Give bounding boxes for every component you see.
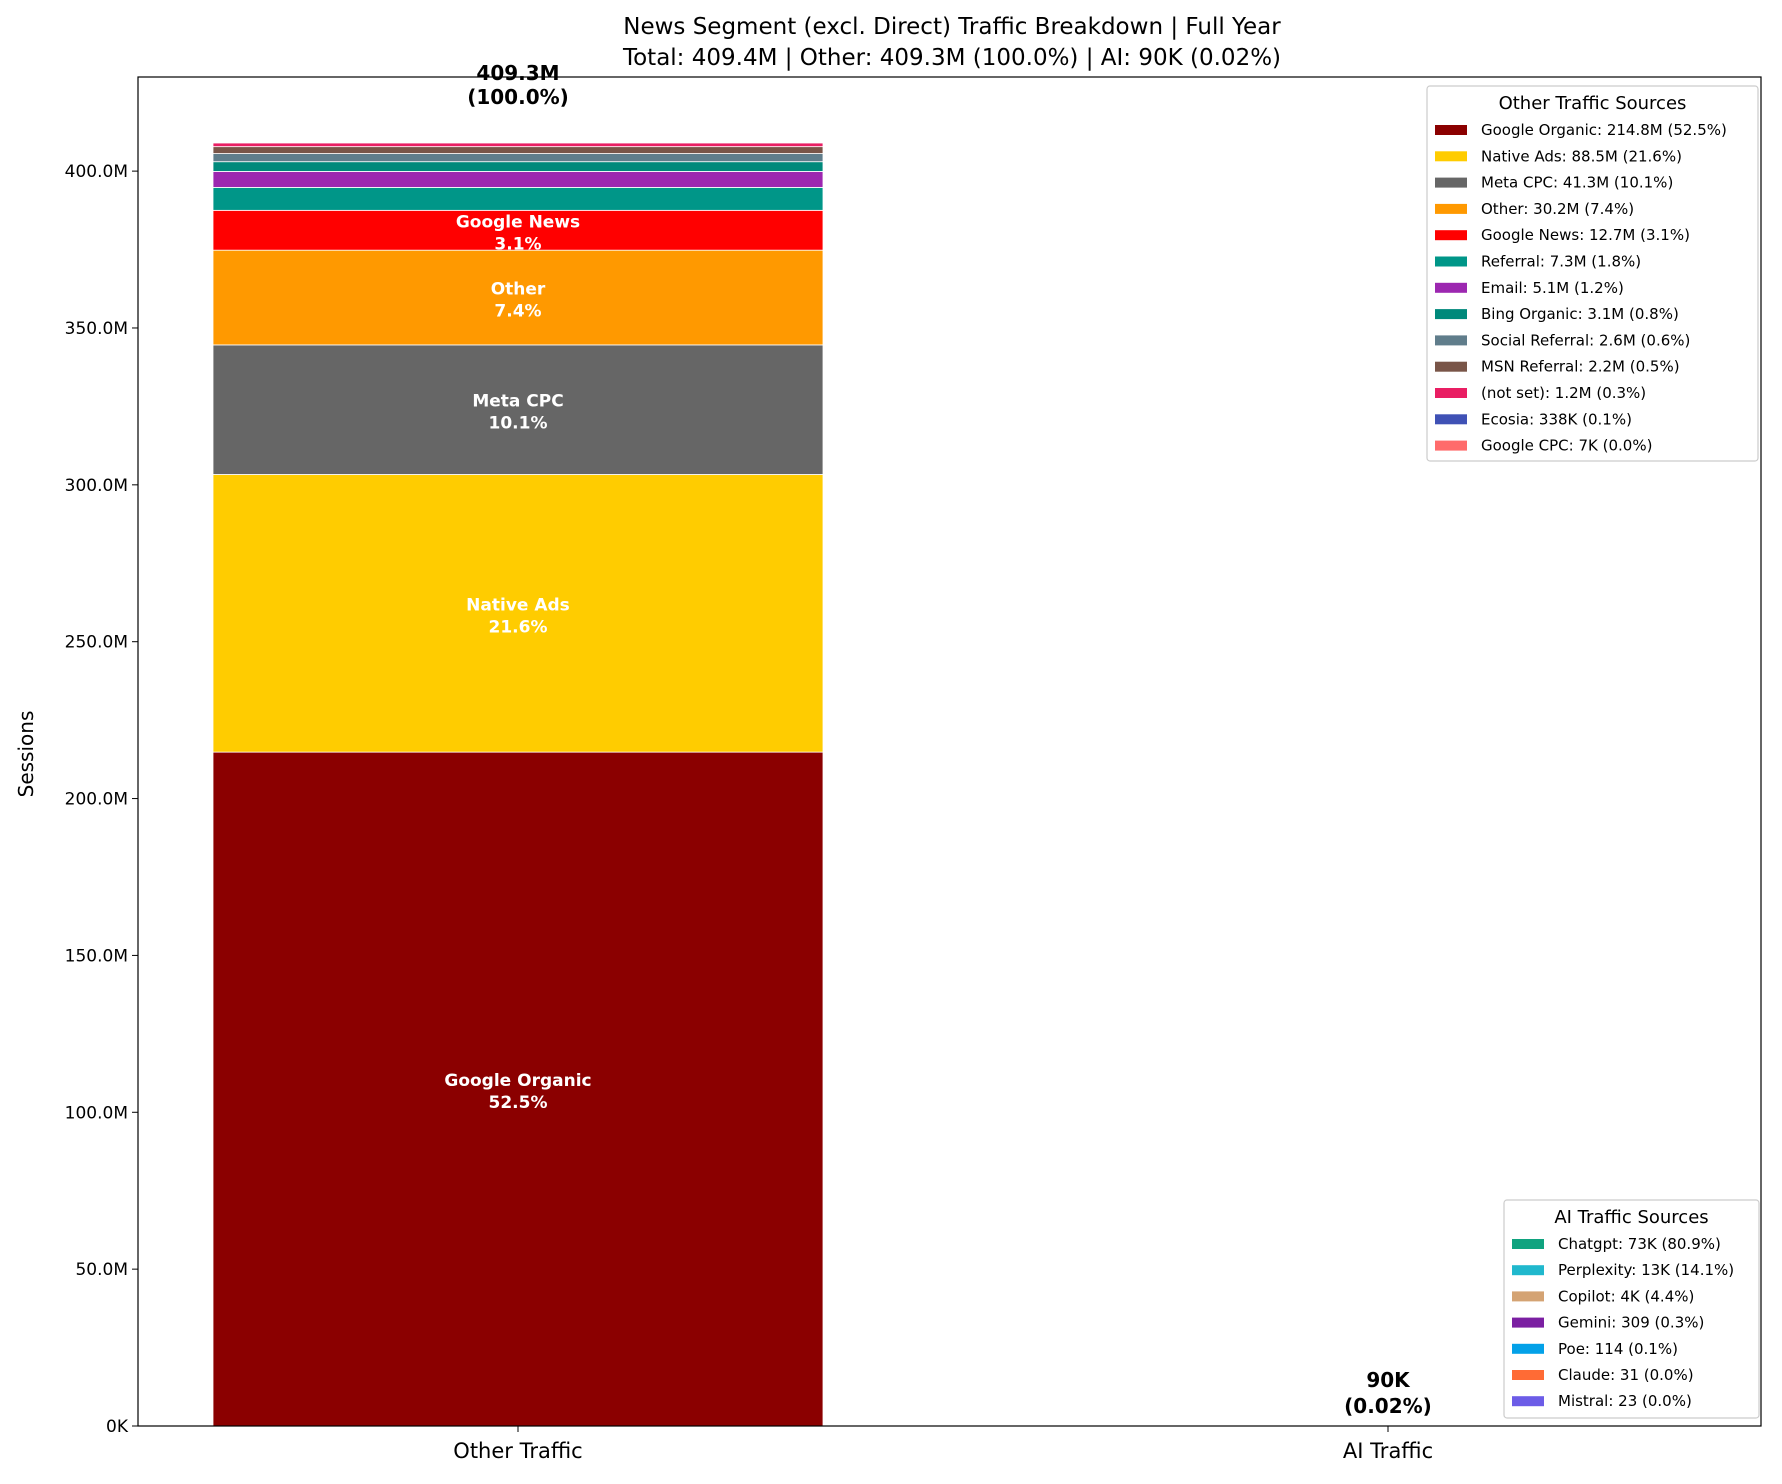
x-tick-label: AI Traffic	[1343, 1439, 1433, 1463]
y-tick-label: 0K	[106, 1417, 129, 1437]
segment-pct-label: 3.1%	[494, 234, 541, 254]
bar-segment-msn-referral	[213, 147, 823, 154]
legend-entry: Perplexity: 13K (14.1%)	[1558, 1261, 1734, 1279]
legend-swatch	[1512, 1291, 1544, 1301]
total-pct-label: (100.0%)	[467, 85, 569, 109]
legend-swatch	[1435, 204, 1467, 214]
legend-swatch	[1435, 362, 1467, 372]
legend-entry: Referral: 7.3M (1.8%)	[1481, 253, 1641, 271]
y-tick-label: 50.0M	[75, 1260, 128, 1280]
chart-subtitle: Total: 409.4M | Other: 409.3M (100.0%) |…	[622, 45, 1281, 71]
legend-entry: Poe: 114 (0.1%)	[1558, 1340, 1678, 1358]
segment-label: Native Ads	[466, 595, 570, 615]
y-tick-label: 300.0M	[65, 476, 128, 496]
legend-swatch	[1435, 414, 1467, 424]
legend-title: AI Traffic Sources	[1554, 1207, 1708, 1228]
legend-swatch	[1435, 257, 1467, 267]
legend-title: Other Traffic Sources	[1499, 93, 1687, 114]
legend-entry: Meta CPC: 41.3M (10.1%)	[1481, 174, 1673, 192]
bar-segment-referral	[213, 187, 823, 210]
legend-entry: MSN Referral: 2.2M (0.5%)	[1481, 358, 1680, 376]
bar-segment-bing-organic	[213, 162, 823, 172]
legend-box	[1504, 1200, 1759, 1418]
bar-segment-email	[213, 171, 823, 187]
legend-swatch	[1512, 1265, 1544, 1275]
legend-swatch	[1435, 283, 1467, 293]
legend-swatch	[1512, 1344, 1544, 1354]
legend-swatch	[1435, 151, 1467, 161]
legend-entry: Google CPC: 7K (0.0%)	[1481, 437, 1652, 455]
legend-other-traffic: Other Traffic Sources Google Organic: 214…	[1427, 86, 1758, 461]
legend-entry: Other: 30.2M (7.4%)	[1481, 200, 1634, 218]
segment-pct-label: 10.1%	[489, 414, 548, 434]
total-label: 90K	[1366, 1368, 1411, 1392]
legend-swatch	[1435, 335, 1467, 345]
legend-swatch	[1435, 125, 1467, 135]
segment-label: Meta CPC	[472, 392, 563, 412]
legend-entry: Email: 5.1M (1.2%)	[1481, 279, 1624, 297]
legend-entry: Google News: 12.7M (3.1%)	[1481, 226, 1690, 244]
segment-label: Google Organic	[444, 1071, 591, 1091]
legend-swatch	[1512, 1370, 1544, 1380]
y-axis-label: Sessions	[14, 711, 38, 798]
y-tick-label: 400.0M	[65, 162, 128, 182]
legend-swatch	[1512, 1396, 1544, 1406]
y-tick-label: 350.0M	[65, 319, 128, 339]
bar-segment-social-referral	[213, 154, 823, 162]
chart-title: News Segment (excl. Direct) Traffic Brea…	[623, 14, 1281, 40]
legend-swatch	[1512, 1318, 1544, 1328]
legend-box	[1427, 86, 1758, 461]
segment-pct-label: 21.6%	[489, 617, 548, 637]
legend-entry: Gemini: 309 (0.3%)	[1558, 1314, 1704, 1332]
segment-pct-label: 7.4%	[494, 302, 541, 322]
legend-entry: Mistral: 23 (0.0%)	[1558, 1392, 1692, 1410]
legend-entry: Claude: 31 (0.0%)	[1558, 1366, 1694, 1384]
y-tick-label: 250.0M	[65, 633, 128, 653]
y-tick-label: 150.0M	[65, 946, 128, 966]
y-tick-label: 200.0M	[65, 790, 128, 810]
legend-entry: Chatgpt: 73K (80.9%)	[1558, 1235, 1721, 1253]
bar-segment--not-set-	[213, 143, 823, 147]
legend-swatch	[1435, 309, 1467, 319]
total-pct-label: (0.02%)	[1344, 1394, 1432, 1418]
legend-swatch	[1512, 1239, 1544, 1249]
legend-entry: (not set): 1.2M (0.3%)	[1481, 384, 1646, 402]
legend-entry: Google Organic: 214.8M (52.5%)	[1481, 121, 1727, 139]
x-tick-label: Other Traffic	[453, 1439, 582, 1463]
legend-entry: Ecosia: 338K (0.1%)	[1481, 410, 1632, 428]
legend-entry: Native Ads: 88.5M (21.6%)	[1481, 147, 1682, 165]
segment-label: Other	[491, 280, 546, 300]
segment-label: Google News	[456, 212, 580, 232]
segment-pct-label: 52.5%	[489, 1093, 548, 1113]
legend-swatch	[1435, 178, 1467, 188]
legend-entry: Copilot: 4K (4.4%)	[1558, 1287, 1694, 1305]
legend-entry: Social Referral: 2.6M (0.6%)	[1481, 331, 1690, 349]
legend-swatch	[1435, 230, 1467, 240]
legend-swatch	[1435, 441, 1467, 451]
legend-ai-traffic: AI Traffic Sources Chatgpt: 73K (80.9%) Pe…	[1504, 1200, 1759, 1418]
y-tick-label: 100.0M	[65, 1103, 128, 1123]
total-label: 409.3M	[476, 61, 559, 85]
legend-swatch	[1435, 388, 1467, 398]
legend-entry: Bing Organic: 3.1M (0.8%)	[1481, 305, 1679, 323]
